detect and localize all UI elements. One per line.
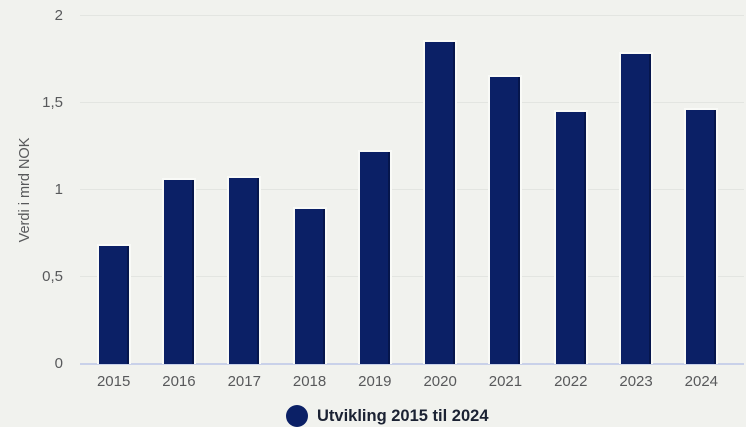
bar-2023[interactable] <box>619 52 654 364</box>
x-tick-label-2020: 2020 <box>423 373 457 390</box>
x-axis-line <box>80 363 744 365</box>
bar-2019[interactable] <box>357 149 392 364</box>
legend-label: Utvikling 2015 til 2024 <box>317 407 489 425</box>
gridline <box>80 15 744 16</box>
x-tick-label-2022: 2022 <box>554 373 588 390</box>
gridline <box>80 189 744 191</box>
y-tick-label: 1,5 <box>42 93 63 111</box>
y-tick-label: 1 <box>54 180 63 198</box>
x-tick-label-2017: 2017 <box>227 373 261 390</box>
x-tick-label-2015: 2015 <box>96 373 131 390</box>
bar-2018[interactable] <box>292 207 327 364</box>
gridline <box>80 102 744 104</box>
bar-2022[interactable] <box>553 109 588 364</box>
bar-2020[interactable] <box>423 39 458 364</box>
bar-2016[interactable] <box>161 177 196 364</box>
x-tick-label-2016: 2016 <box>162 373 196 390</box>
bar-2015[interactable] <box>96 243 131 364</box>
x-tick-label-2018: 2018 <box>292 373 327 390</box>
gridline <box>80 276 744 278</box>
bar-2021[interactable] <box>488 74 523 364</box>
legend-marker-icon <box>286 405 308 427</box>
y-tick-label: 0 <box>54 355 63 372</box>
x-tick-label-2019: 2019 <box>358 373 392 390</box>
bar-2024[interactable] <box>684 107 719 364</box>
x-tick-label-2023: 2023 <box>619 373 653 390</box>
legend-item[interactable]: Utvikling 2015 til 2024 <box>286 405 489 427</box>
y-tick-label: 0,5 <box>42 267 63 285</box>
x-tick-label-2021: 2021 <box>488 373 523 390</box>
x-tick-label-2024: 2024 <box>684 373 719 390</box>
bar-2017[interactable] <box>227 175 262 364</box>
y-tick-label: 2 <box>54 6 63 24</box>
